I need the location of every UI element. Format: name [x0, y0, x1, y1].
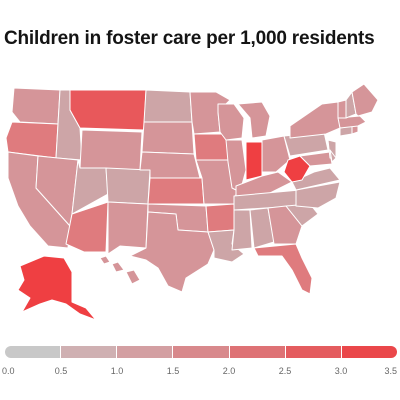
- state-ohio[interactable]: [261, 135, 291, 173]
- legend-tick-label: 1.0: [110, 366, 124, 376]
- state-maryland[interactable]: [299, 151, 333, 167]
- legend-tick-label: 3.0: [334, 366, 348, 376]
- state-wyoming[interactable]: [79, 129, 143, 171]
- map-title: Children in foster care per 1,000 reside…: [4, 28, 375, 49]
- state-maine[interactable]: [351, 83, 379, 117]
- state-delaware[interactable]: [329, 149, 337, 163]
- legend-segment: [285, 346, 341, 358]
- color-scale-legend: 0.0 0.5 1.0 1.5 2.0 2.5 3.0 3.5: [0, 340, 400, 380]
- legend-segment: [117, 346, 173, 358]
- legend-separator: [340, 346, 342, 358]
- state-rhode-island[interactable]: [351, 125, 359, 135]
- legend-segment: [5, 346, 61, 358]
- legend-segment: [61, 346, 117, 358]
- legend-separator: [172, 346, 174, 358]
- legend-segment: [341, 346, 397, 358]
- state-virginia[interactable]: [291, 167, 341, 191]
- state-new-york[interactable]: [289, 101, 341, 139]
- legend-tick-label: 0.0: [2, 366, 15, 376]
- state-washington[interactable]: [11, 87, 61, 125]
- legend-segment: [173, 346, 229, 358]
- legend-tick-label: 2.0: [222, 366, 236, 376]
- state-north-dakota[interactable]: [143, 89, 193, 123]
- state-arkansas[interactable]: [205, 203, 235, 233]
- state-hawaii[interactable]: [99, 255, 141, 285]
- state-indiana[interactable]: [245, 141, 263, 181]
- legend-separator: [228, 346, 230, 358]
- state-vermont[interactable]: [337, 99, 347, 119]
- state-kansas[interactable]: [147, 177, 205, 205]
- state-massachusetts[interactable]: [337, 115, 367, 129]
- legend-separator: [116, 346, 118, 358]
- state-montana[interactable]: [69, 89, 147, 131]
- state-arizona[interactable]: [65, 201, 109, 253]
- legend-segment: [229, 346, 285, 358]
- legend-tick-label: 1.5: [166, 366, 180, 376]
- legend-tick-label: 0.5: [54, 366, 68, 376]
- state-florida[interactable]: [253, 243, 313, 295]
- legend-color-bar: [5, 346, 397, 358]
- state-texas[interactable]: [129, 211, 215, 293]
- state-north-carolina[interactable]: [295, 181, 341, 209]
- legend-separator: [60, 346, 62, 358]
- legend-separator: [284, 346, 286, 358]
- legend-tick-label: 3.5: [384, 366, 397, 376]
- state-colorado[interactable]: [105, 167, 151, 205]
- state-new-mexico[interactable]: [107, 201, 149, 255]
- state-alaska[interactable]: [17, 255, 97, 321]
- us-choropleth-map: [5, 83, 379, 321]
- state-wisconsin[interactable]: [217, 103, 245, 141]
- state-michigan[interactable]: [237, 101, 271, 139]
- legend-tick-label: 2.5: [278, 366, 292, 376]
- state-mississippi[interactable]: [231, 209, 253, 251]
- state-south-dakota[interactable]: [141, 121, 195, 155]
